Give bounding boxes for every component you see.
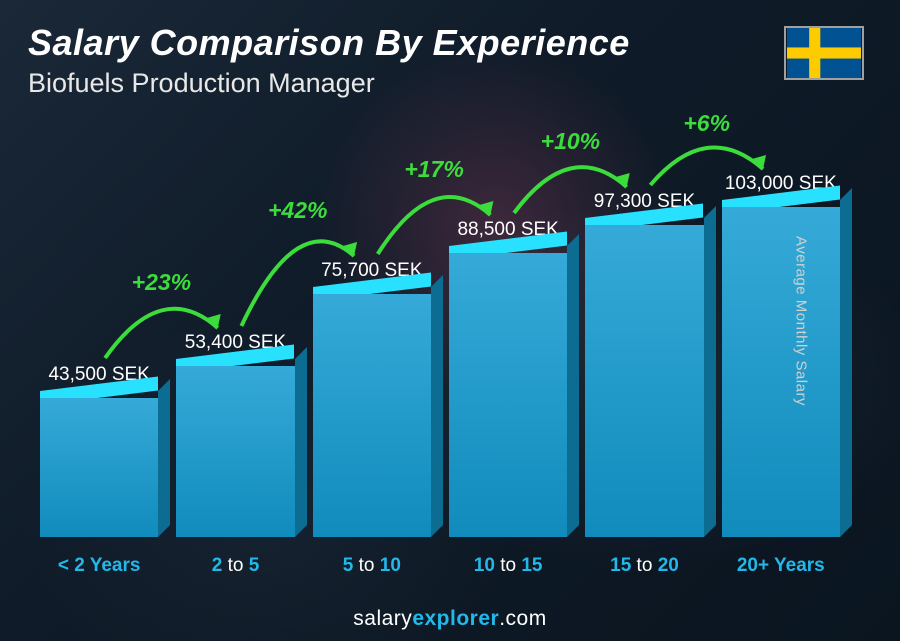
bar-x-label: 10 to 15 <box>474 555 543 577</box>
bar <box>176 366 294 537</box>
bar-chart: 43,500 SEK < 2 Years 53,400 SEK 2 to 5 7… <box>0 97 900 577</box>
bar-x-label: 2 to 5 <box>212 555 260 577</box>
bar-x-label: 5 to 10 <box>343 555 401 577</box>
bar-column: 43,500 SEK < 2 Years <box>40 364 158 577</box>
bar <box>313 294 431 537</box>
bar <box>722 207 840 537</box>
bar <box>585 225 703 537</box>
chart-subtitle: Biofuels Production Manager <box>28 68 872 99</box>
bar-x-label: 20+ Years <box>737 555 825 577</box>
bar-x-label: < 2 Years <box>58 555 141 577</box>
brand-suffix: explorer <box>412 607 499 631</box>
bar <box>40 398 158 537</box>
bar <box>449 253 567 537</box>
bar-column: 103,000 SEK 20+ Years <box>722 173 840 577</box>
brand-tld: .com <box>499 607 547 631</box>
header: Salary Comparison By Experience Biofuels… <box>28 22 872 99</box>
bar-column: 53,400 SEK 2 to 5 <box>176 332 294 577</box>
y-axis-label: Average Monthly Salary <box>793 236 810 406</box>
chart-title: Salary Comparison By Experience <box>28 22 872 64</box>
bar-column: 75,700 SEK 5 to 10 <box>313 260 431 577</box>
brand-prefix: salary <box>353 607 412 631</box>
footer-attribution: salaryexplorer.com <box>0 597 900 641</box>
bar-x-label: 15 to 20 <box>610 555 679 577</box>
bar-column: 97,300 SEK 15 to 20 <box>585 191 703 577</box>
sweden-flag-icon <box>784 26 864 80</box>
bar-column: 88,500 SEK 10 to 15 <box>449 219 567 577</box>
